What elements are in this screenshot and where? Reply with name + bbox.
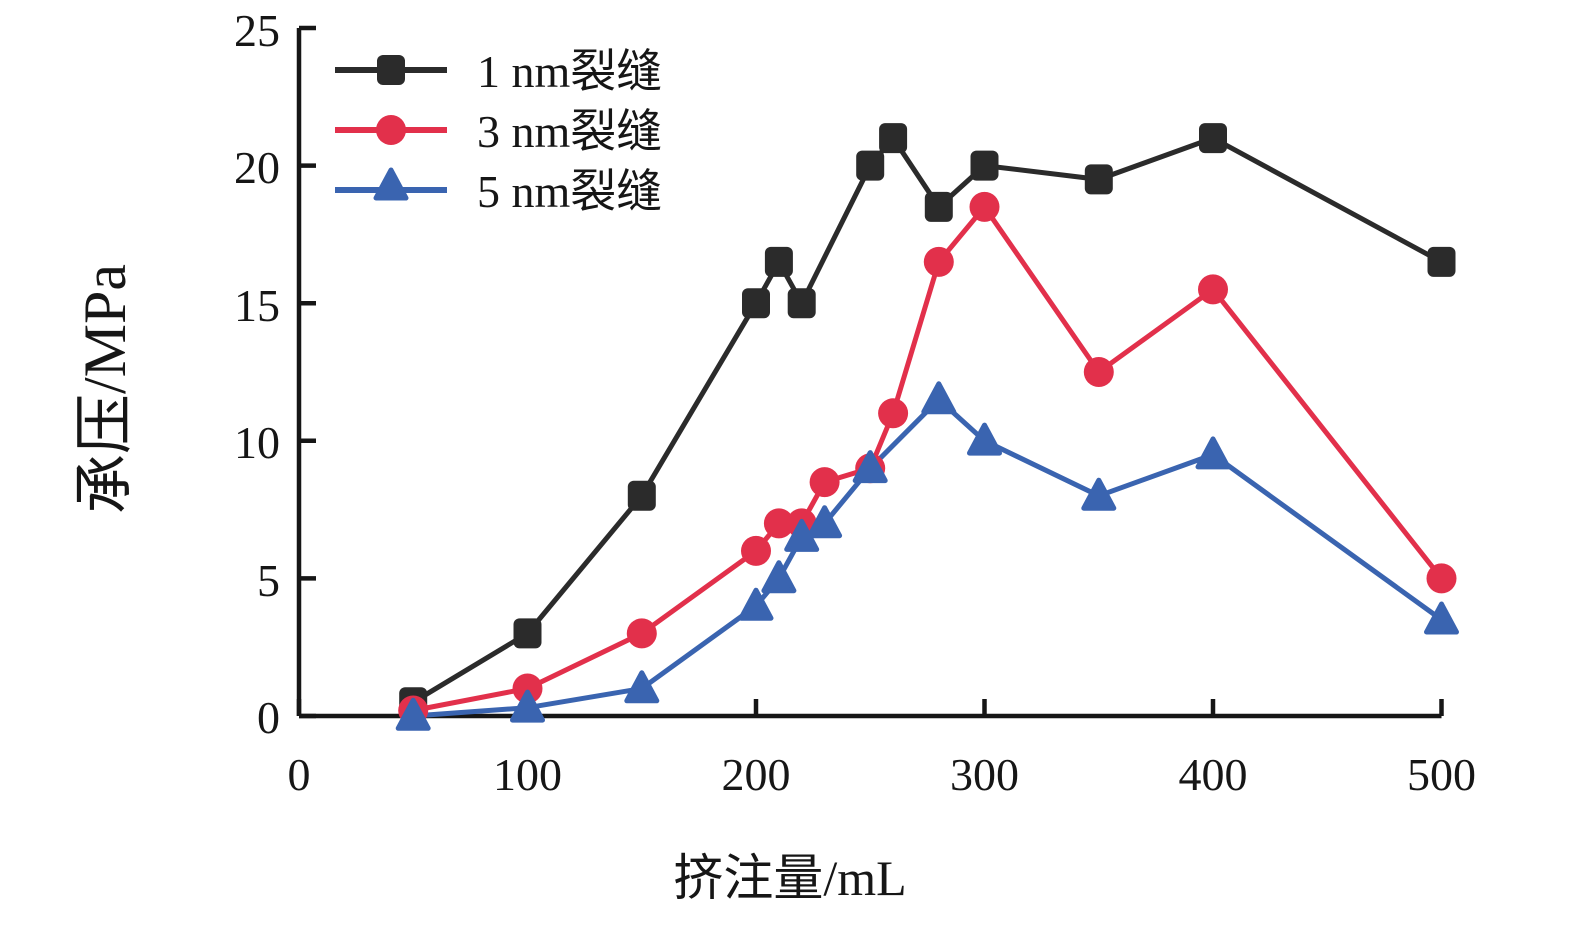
svg-text:1 nm裂缝: 1 nm裂缝	[477, 46, 662, 97]
svg-text:挤注量/mL: 挤注量/mL	[673, 850, 906, 906]
svg-text:0: 0	[257, 692, 280, 743]
svg-text:15: 15	[234, 280, 280, 331]
svg-text:10: 10	[234, 417, 280, 468]
svg-text:200: 200	[722, 749, 791, 800]
svg-text:5: 5	[257, 555, 280, 606]
svg-text:承压/MPa: 承压/MPa	[72, 264, 138, 514]
svg-text:100: 100	[493, 749, 562, 800]
svg-text:0: 0	[288, 749, 311, 800]
svg-text:300: 300	[950, 749, 1019, 800]
svg-text:5 nm裂缝: 5 nm裂缝	[477, 166, 662, 217]
svg-text:3 nm裂缝: 3 nm裂缝	[477, 106, 662, 157]
svg-text:25: 25	[234, 5, 280, 56]
svg-text:500: 500	[1407, 749, 1476, 800]
svg-text:20: 20	[234, 142, 280, 193]
svg-text:400: 400	[1179, 749, 1248, 800]
